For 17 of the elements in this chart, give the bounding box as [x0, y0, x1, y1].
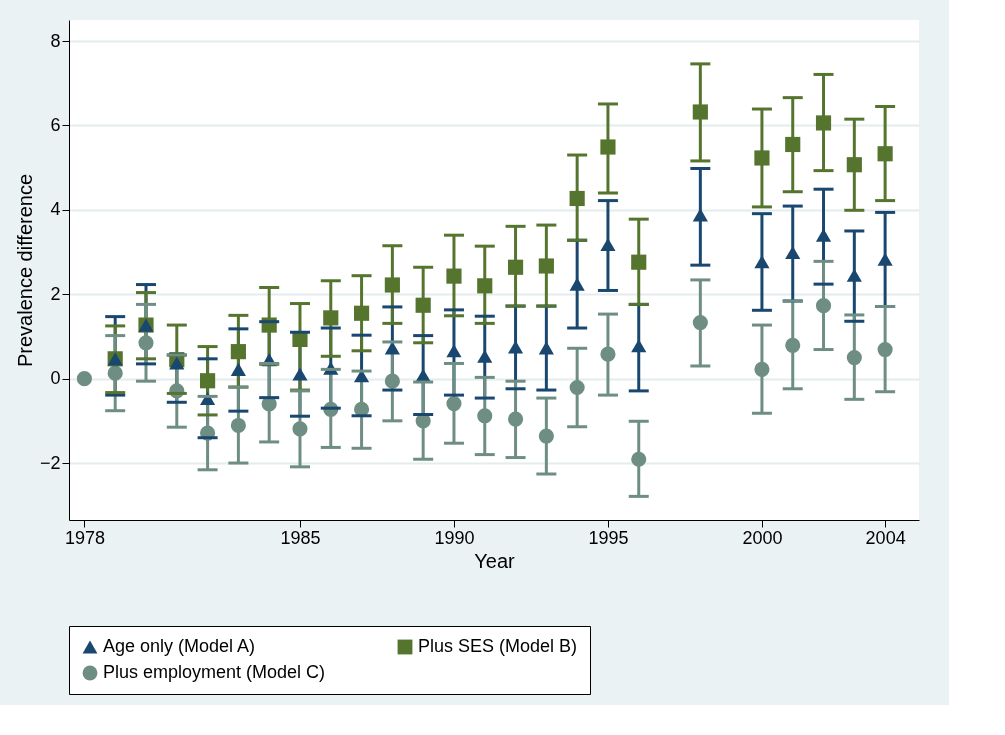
y-axis-title: Prevalence difference	[13, 173, 36, 368]
y-tick-label: 8	[50, 30, 61, 51]
y-tick-label: 4	[50, 199, 61, 220]
legend-label: Plus employment (Model C)	[103, 662, 326, 682]
x-tick-label: 1995	[588, 527, 629, 548]
y-tick-label: 2	[50, 283, 61, 304]
x-tick-label: 2004	[865, 527, 906, 548]
x-tick-label: 1985	[280, 527, 321, 548]
legend-label: Plus SES (Model B)	[418, 636, 578, 656]
x-axis-title: Year	[474, 549, 516, 572]
x-tick-label: 2000	[742, 527, 783, 548]
x-tick-label: 1990	[434, 527, 475, 548]
y-tick-label: −2	[39, 452, 61, 473]
y-tick-label: 0	[50, 368, 61, 389]
x-tick-label: 1978	[64, 527, 105, 548]
legend-label: Age only (Model A)	[103, 636, 256, 656]
y-tick-label: 6	[50, 114, 61, 135]
